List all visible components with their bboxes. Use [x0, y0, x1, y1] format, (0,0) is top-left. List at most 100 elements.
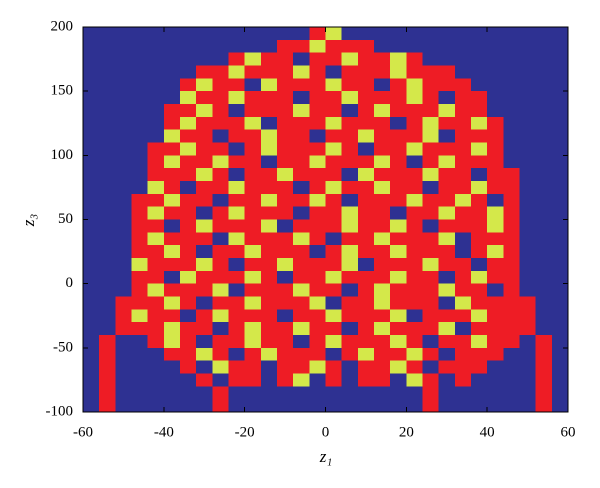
cell [260, 155, 278, 169]
cell [503, 245, 520, 259]
cell [535, 399, 553, 413]
cell [454, 258, 472, 272]
cell [551, 104, 569, 118]
cell [244, 258, 262, 272]
cell [390, 232, 407, 246]
cell [551, 129, 569, 143]
cell [212, 322, 229, 336]
cell [309, 193, 326, 208]
cell [438, 181, 456, 195]
cell [293, 232, 310, 246]
cell [309, 258, 326, 272]
cell [277, 116, 294, 131]
cell [196, 206, 213, 220]
cell [309, 270, 326, 285]
cell [196, 168, 213, 182]
cell [471, 65, 488, 79]
cell [163, 129, 181, 143]
cell [131, 296, 149, 310]
cell [147, 270, 165, 285]
cell [471, 206, 488, 220]
cell [503, 39, 520, 54]
cell [180, 52, 197, 66]
cell [551, 206, 569, 220]
cell [131, 270, 149, 285]
cell [471, 258, 488, 272]
cell [163, 283, 181, 297]
cell [519, 129, 537, 143]
cell [131, 52, 149, 66]
cell [196, 142, 213, 156]
cell [422, 309, 440, 323]
cell [406, 78, 423, 92]
cell [406, 232, 423, 246]
cell [163, 232, 181, 246]
cell [438, 373, 456, 387]
cell [196, 155, 213, 169]
cell [325, 78, 343, 92]
cell [228, 283, 246, 297]
cell [374, 347, 391, 362]
cell [422, 245, 440, 259]
cell [277, 322, 294, 336]
cell [438, 39, 456, 54]
cell [196, 78, 213, 92]
cell [180, 283, 197, 297]
cell [374, 258, 391, 272]
cell [83, 65, 100, 79]
cell [341, 78, 359, 92]
cell [519, 322, 537, 336]
cell [228, 386, 246, 400]
cell [212, 155, 229, 169]
cell [390, 129, 407, 143]
cell [535, 219, 553, 233]
cell [147, 206, 165, 220]
cell [260, 360, 278, 374]
x-tick-label: -60 [73, 424, 93, 440]
cell [325, 232, 343, 246]
cell [438, 104, 456, 118]
cell [83, 104, 100, 118]
cell [83, 399, 100, 413]
cell [309, 91, 326, 105]
cell [83, 27, 100, 41]
cell [357, 142, 375, 156]
cell [212, 181, 229, 195]
cell [406, 65, 423, 79]
cell [551, 232, 569, 246]
cell [260, 129, 278, 143]
cell [212, 309, 229, 323]
cell [99, 399, 116, 413]
cell [293, 27, 310, 41]
y-tick-label: 0 [66, 275, 74, 291]
cell [422, 232, 440, 246]
cell [131, 181, 149, 195]
cell [260, 399, 278, 413]
cell [551, 347, 569, 362]
x-tick-label: 0 [322, 424, 330, 440]
cell [503, 232, 520, 246]
cell [131, 322, 149, 336]
cell [180, 39, 197, 54]
cell [390, 219, 407, 233]
cell [519, 39, 537, 54]
cell [228, 270, 246, 285]
cell [487, 129, 504, 143]
cell [357, 27, 375, 41]
cell [390, 245, 407, 259]
cell [228, 168, 246, 182]
cell [83, 258, 100, 272]
cell [163, 309, 181, 323]
cell [357, 116, 375, 131]
cell [325, 322, 343, 336]
cell [454, 155, 472, 169]
cell [471, 322, 488, 336]
cell [228, 91, 246, 105]
cell [163, 206, 181, 220]
cell [163, 116, 181, 131]
cell [438, 399, 456, 413]
cell [309, 399, 326, 413]
cell [147, 309, 165, 323]
cell [438, 78, 456, 92]
